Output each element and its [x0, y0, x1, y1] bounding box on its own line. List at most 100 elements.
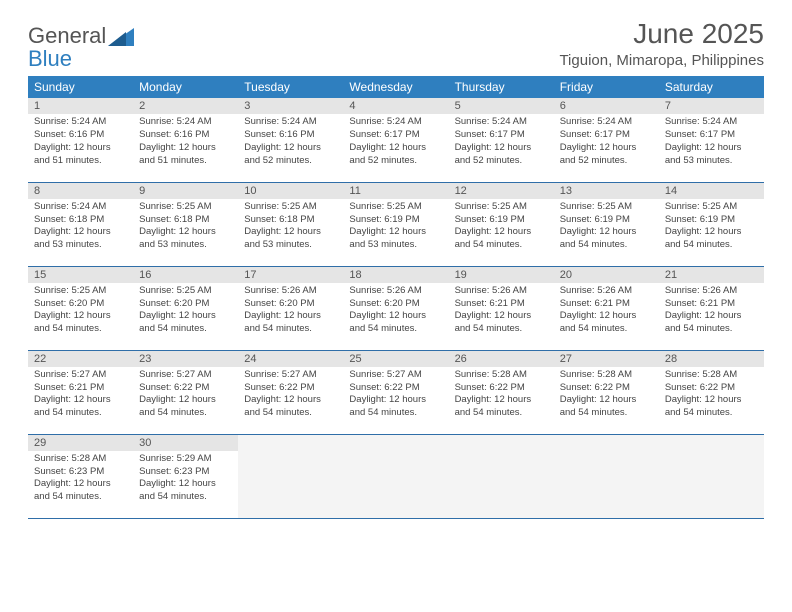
sunset-line: Sunset: 6:18 PM	[244, 214, 337, 227]
calendar-cell: 6Sunrise: 5:24 AMSunset: 6:17 PMDaylight…	[554, 98, 659, 182]
calendar-week-row: 1Sunrise: 5:24 AMSunset: 6:16 PMDaylight…	[28, 98, 764, 182]
day-body: Sunrise: 5:24 AMSunset: 6:16 PMDaylight:…	[133, 114, 238, 171]
sunset-line: Sunset: 6:18 PM	[34, 214, 127, 227]
sunset-line: Sunset: 6:16 PM	[34, 129, 127, 142]
daylight-line: Daylight: 12 hours and 54 minutes.	[139, 394, 232, 420]
day-number: 2	[133, 98, 238, 114]
daylight-line: Daylight: 12 hours and 53 minutes.	[34, 226, 127, 252]
sunset-line: Sunset: 6:20 PM	[34, 298, 127, 311]
sunrise-line: Sunrise: 5:24 AM	[244, 116, 337, 129]
sunrise-line: Sunrise: 5:28 AM	[455, 369, 548, 382]
day-number: 11	[343, 183, 448, 199]
calendar-cell: 17Sunrise: 5:26 AMSunset: 6:20 PMDayligh…	[238, 266, 343, 350]
calendar-cell	[238, 434, 343, 518]
day-number: 1	[28, 98, 133, 114]
sunset-line: Sunset: 6:17 PM	[560, 129, 653, 142]
calendar-cell: 12Sunrise: 5:25 AMSunset: 6:19 PMDayligh…	[449, 182, 554, 266]
sunrise-line: Sunrise: 5:24 AM	[34, 201, 127, 214]
day-number: 14	[659, 183, 764, 199]
sunrise-line: Sunrise: 5:24 AM	[455, 116, 548, 129]
sunrise-line: Sunrise: 5:26 AM	[665, 285, 758, 298]
calendar-cell: 23Sunrise: 5:27 AMSunset: 6:22 PMDayligh…	[133, 350, 238, 434]
sunset-line: Sunset: 6:22 PM	[665, 382, 758, 395]
logo-part1: General	[28, 23, 106, 48]
sunrise-line: Sunrise: 5:28 AM	[560, 369, 653, 382]
daylight-line: Daylight: 12 hours and 54 minutes.	[560, 310, 653, 336]
sunrise-line: Sunrise: 5:25 AM	[665, 201, 758, 214]
sunrise-line: Sunrise: 5:27 AM	[349, 369, 442, 382]
sunrise-line: Sunrise: 5:25 AM	[560, 201, 653, 214]
calendar-cell: 10Sunrise: 5:25 AMSunset: 6:18 PMDayligh…	[238, 182, 343, 266]
calendar-cell: 2Sunrise: 5:24 AMSunset: 6:16 PMDaylight…	[133, 98, 238, 182]
day-number: 25	[343, 351, 448, 367]
day-number: 20	[554, 267, 659, 283]
daylight-line: Daylight: 12 hours and 52 minutes.	[349, 142, 442, 168]
day-body: Sunrise: 5:27 AMSunset: 6:22 PMDaylight:…	[133, 367, 238, 424]
sunrise-line: Sunrise: 5:24 AM	[34, 116, 127, 129]
day-number: 3	[238, 98, 343, 114]
sunset-line: Sunset: 6:18 PM	[139, 214, 232, 227]
logo-part2: Blue	[28, 46, 72, 71]
daylight-line: Daylight: 12 hours and 51 minutes.	[34, 142, 127, 168]
calendar-cell: 8Sunrise: 5:24 AMSunset: 6:18 PMDaylight…	[28, 182, 133, 266]
sunset-line: Sunset: 6:19 PM	[665, 214, 758, 227]
daylight-line: Daylight: 12 hours and 52 minutes.	[244, 142, 337, 168]
day-body: Sunrise: 5:26 AMSunset: 6:20 PMDaylight:…	[343, 283, 448, 340]
sunset-line: Sunset: 6:19 PM	[560, 214, 653, 227]
calendar-cell: 28Sunrise: 5:28 AMSunset: 6:22 PMDayligh…	[659, 350, 764, 434]
day-body: Sunrise: 5:27 AMSunset: 6:22 PMDaylight:…	[343, 367, 448, 424]
daylight-line: Daylight: 12 hours and 54 minutes.	[34, 478, 127, 504]
day-number: 6	[554, 98, 659, 114]
day-body: Sunrise: 5:24 AMSunset: 6:16 PMDaylight:…	[28, 114, 133, 171]
day-body: Sunrise: 5:26 AMSunset: 6:20 PMDaylight:…	[238, 283, 343, 340]
day-body: Sunrise: 5:27 AMSunset: 6:22 PMDaylight:…	[238, 367, 343, 424]
sunrise-line: Sunrise: 5:25 AM	[139, 285, 232, 298]
daylight-line: Daylight: 12 hours and 54 minutes.	[455, 310, 548, 336]
sunrise-line: Sunrise: 5:25 AM	[139, 201, 232, 214]
sunset-line: Sunset: 6:17 PM	[665, 129, 758, 142]
calendar-cell: 24Sunrise: 5:27 AMSunset: 6:22 PMDayligh…	[238, 350, 343, 434]
sunrise-line: Sunrise: 5:26 AM	[349, 285, 442, 298]
day-number: 22	[28, 351, 133, 367]
day-body: Sunrise: 5:25 AMSunset: 6:19 PMDaylight:…	[449, 199, 554, 256]
day-number: 21	[659, 267, 764, 283]
day-body: Sunrise: 5:25 AMSunset: 6:19 PMDaylight:…	[554, 199, 659, 256]
sunrise-line: Sunrise: 5:24 AM	[560, 116, 653, 129]
sunset-line: Sunset: 6:17 PM	[455, 129, 548, 142]
sunset-line: Sunset: 6:20 PM	[349, 298, 442, 311]
sunrise-line: Sunrise: 5:28 AM	[34, 453, 127, 466]
sunset-line: Sunset: 6:21 PM	[455, 298, 548, 311]
day-number: 23	[133, 351, 238, 367]
day-body: Sunrise: 5:24 AMSunset: 6:17 PMDaylight:…	[659, 114, 764, 171]
daylight-line: Daylight: 12 hours and 54 minutes.	[455, 226, 548, 252]
daylight-line: Daylight: 12 hours and 51 minutes.	[139, 142, 232, 168]
daylight-line: Daylight: 12 hours and 54 minutes.	[560, 226, 653, 252]
month-title: June 2025	[559, 18, 764, 50]
logo-text: General Blue	[28, 24, 106, 70]
calendar-cell: 25Sunrise: 5:27 AMSunset: 6:22 PMDayligh…	[343, 350, 448, 434]
daylight-line: Daylight: 12 hours and 54 minutes.	[244, 394, 337, 420]
calendar-cell: 5Sunrise: 5:24 AMSunset: 6:17 PMDaylight…	[449, 98, 554, 182]
calendar-cell: 9Sunrise: 5:25 AMSunset: 6:18 PMDaylight…	[133, 182, 238, 266]
sunset-line: Sunset: 6:22 PM	[560, 382, 653, 395]
calendar-cell: 14Sunrise: 5:25 AMSunset: 6:19 PMDayligh…	[659, 182, 764, 266]
weekday-header: Wednesday	[343, 76, 448, 98]
sunset-line: Sunset: 6:22 PM	[244, 382, 337, 395]
daylight-line: Daylight: 12 hours and 54 minutes.	[665, 310, 758, 336]
day-body: Sunrise: 5:25 AMSunset: 6:20 PMDaylight:…	[28, 283, 133, 340]
sunrise-line: Sunrise: 5:27 AM	[244, 369, 337, 382]
calendar-week-row: 15Sunrise: 5:25 AMSunset: 6:20 PMDayligh…	[28, 266, 764, 350]
calendar-cell	[343, 434, 448, 518]
day-body: Sunrise: 5:26 AMSunset: 6:21 PMDaylight:…	[449, 283, 554, 340]
sunset-line: Sunset: 6:21 PM	[34, 382, 127, 395]
calendar-cell: 18Sunrise: 5:26 AMSunset: 6:20 PMDayligh…	[343, 266, 448, 350]
day-body: Sunrise: 5:24 AMSunset: 6:17 PMDaylight:…	[449, 114, 554, 171]
sunrise-line: Sunrise: 5:24 AM	[139, 116, 232, 129]
sunset-line: Sunset: 6:22 PM	[349, 382, 442, 395]
daylight-line: Daylight: 12 hours and 53 minutes.	[244, 226, 337, 252]
daylight-line: Daylight: 12 hours and 54 minutes.	[665, 394, 758, 420]
sunrise-line: Sunrise: 5:25 AM	[244, 201, 337, 214]
sunset-line: Sunset: 6:19 PM	[455, 214, 548, 227]
daylight-line: Daylight: 12 hours and 53 minutes.	[349, 226, 442, 252]
sunrise-line: Sunrise: 5:27 AM	[139, 369, 232, 382]
